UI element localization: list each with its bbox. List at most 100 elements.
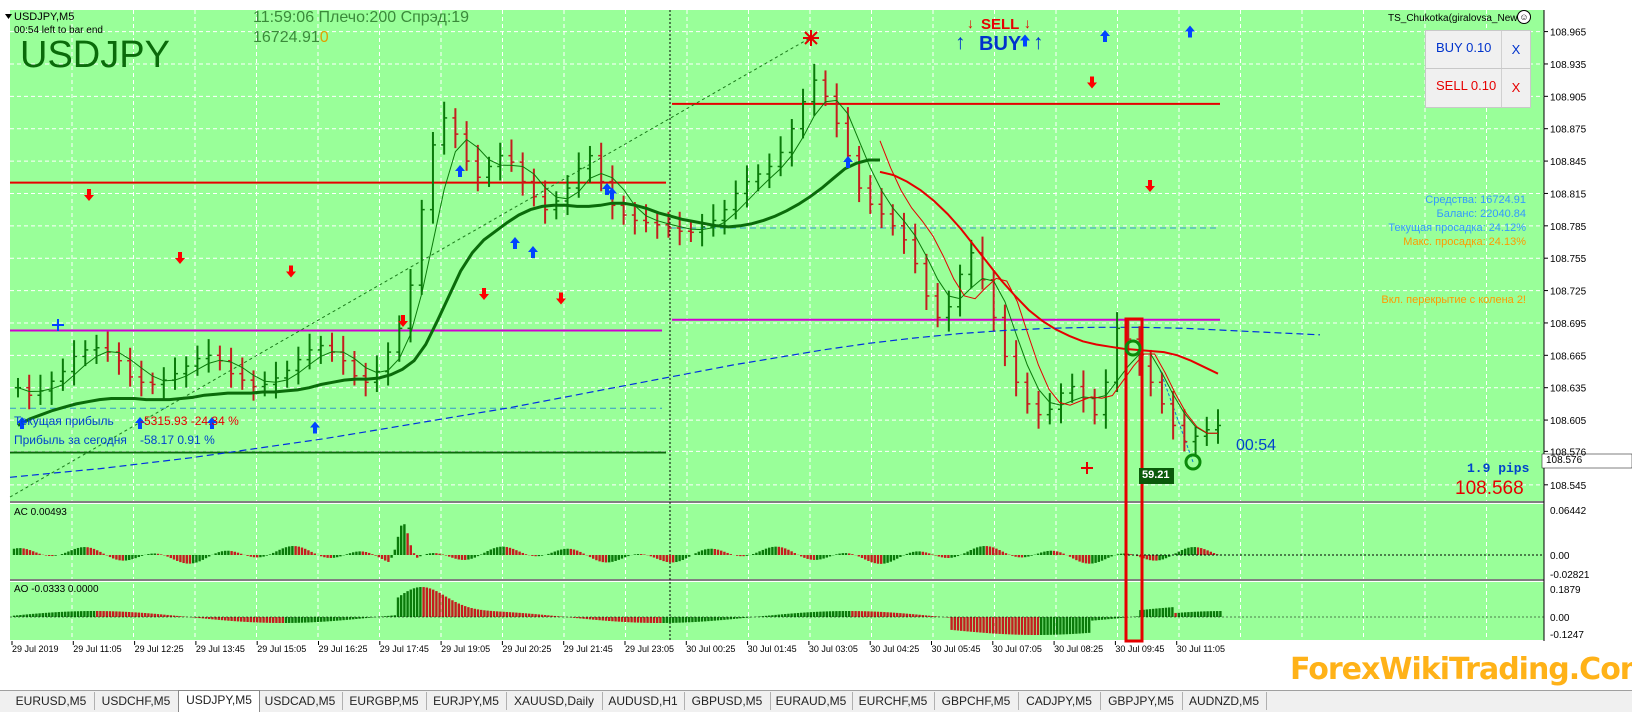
chevron-down-icon[interactable] (5, 14, 12, 19)
star-marker-icon (803, 30, 819, 46)
tab-xauusd-daily[interactable]: XAUUSD,Daily (506, 692, 603, 710)
tab-eurusd-m5[interactable]: EURUSD,M5 (8, 692, 95, 710)
symbol-tab-bar: EURUSD,M5 USDCHF,M5 USDJPY,M5 USDCAD,M5 EURG… (0, 690, 1632, 712)
price-axis-label: 108.725 (1550, 287, 1587, 298)
tab-usdchf-m5[interactable]: USDCHF,M5 (94, 692, 179, 710)
buy-arrow-icon (1020, 34, 1030, 47)
tab-gbpusd-m5[interactable]: GBPUSD,M5 (684, 692, 771, 710)
buy-arrow-icon (528, 246, 538, 258)
price-axis-label: 108.635 (1550, 384, 1587, 395)
time-axis-label: 29 Jul 12:25 (135, 644, 184, 654)
ao-indicator-area[interactable] (10, 582, 1544, 640)
tab-audusd-h1[interactable]: AUDUSD,H1 (602, 692, 685, 710)
price-axis-label: 108.665 (1550, 351, 1587, 362)
time-axis-label: 30 Jul 00:25 (686, 644, 735, 654)
big-symbol: USDJPY (20, 34, 170, 76)
expert-name: TS_Chukotka(giralovsa_New4) (1388, 13, 1527, 24)
countdown: 00:54 (1236, 437, 1277, 454)
signal-arrows (17, 25, 1195, 434)
max-drawdown-readout: Макс. просадка: 24.13% (1403, 236, 1526, 248)
tab-gbpjpy-m5[interactable]: GBPJPY,M5 (1100, 692, 1183, 710)
tab-euraud-m5[interactable]: EURAUD,M5 (770, 692, 853, 710)
tab-usdjpy-m5[interactable]: USDJPY,M5 (178, 690, 260, 712)
ac-histogram (12, 524, 1222, 564)
time-axis-label: 29 Jul 13:45 (196, 644, 245, 654)
moving-averages (9, 99, 1321, 478)
blue-ma-line (9, 326, 1321, 478)
current-profit-label: Текущая прибыль (14, 414, 114, 428)
buy-arrow-icon (17, 417, 27, 429)
time-axis-label: 30 Jul 07:05 (993, 644, 1042, 654)
trend-line (9, 37, 811, 498)
smiley-icon[interactable]: ☺ (1517, 10, 1531, 24)
price-axis-label: 108.935 (1550, 60, 1587, 71)
sell-arrow-icon (479, 288, 489, 300)
price-tag (1541, 453, 1632, 469)
info-line: 11:59:06 Плечо:200 Спрэд:19 (253, 9, 470, 26)
balance-readout: Баланс: 22040.84 (1436, 208, 1526, 220)
symbol-timeframe: USDJPY,M5 (14, 11, 75, 23)
buy-arrow-icon (510, 237, 520, 249)
buy-arrow-icon (455, 165, 465, 177)
price-axis-label: 108.785 (1550, 222, 1587, 233)
buy-button[interactable]: BUY 0.10 X (1425, 30, 1531, 70)
chart-grid (10, 10, 1544, 640)
pips-readout: 1.9 pips (1467, 461, 1530, 476)
fractal-marker-icon (52, 319, 64, 331)
today-profit-value: -58.17 0.91 % (140, 433, 215, 447)
close-buy-button[interactable]: X (1501, 31, 1530, 69)
time-axis-label: 29 Jul 15:05 (257, 644, 306, 654)
sell-arrow-icon (1087, 76, 1097, 89)
sell-button[interactable]: SELL 0.10 X (1425, 68, 1531, 108)
ao-axis-label: 0.00 (1550, 613, 1570, 624)
order-box-label: 59.21 (1142, 469, 1170, 481)
price-axis-label: 108.815 (1550, 189, 1587, 200)
ao-label: AO -0.0333 0.0000 (14, 584, 99, 595)
time-axis-label: 29 Jul 2019 (12, 644, 59, 654)
time-axis-label: 30 Jul 05:45 (932, 644, 981, 654)
overlap-readout: Вкл. перекрытие с колена 2! (1381, 294, 1526, 306)
price-bars (15, 63, 1221, 456)
time-axis-label: 30 Jul 09:45 (1115, 644, 1164, 654)
ac-indicator-area[interactable] (10, 504, 1544, 579)
sell-arrow-icon (286, 265, 296, 278)
main-chart-area[interactable] (10, 10, 1544, 501)
time-axis-label: 29 Jul 17:45 (380, 644, 429, 654)
price-chart[interactable]: 108.965 108.935 108.905 108.875 108.845 108.8… (0, 0, 1632, 690)
price-axis-label: 108.545 (1550, 481, 1587, 492)
buy-arrow-icon (207, 417, 217, 429)
buy-arrow-icon (310, 421, 320, 434)
time-axis-label: 29 Jul 11:05 (73, 644, 121, 654)
ao-axis-label: -0.1247 (1550, 630, 1584, 641)
buy-arrow-icon (135, 417, 145, 429)
ac-axis-label: 0.00 (1550, 551, 1570, 562)
ao-histogram (12, 587, 1222, 635)
close-sell-button[interactable]: X (1501, 69, 1530, 107)
time-axis-label: 30 Jul 11:05 (1177, 644, 1225, 654)
tab-usdcad-m5[interactable]: USDCAD,M5 (258, 692, 343, 710)
bar-timer: 00:54 left to bar end (14, 25, 103, 36)
buy-arrow-icon: ↑ (1033, 31, 1044, 54)
sell-arrow-icon (1145, 180, 1155, 192)
tab-eurchf-m5[interactable]: EURCHF,M5 (852, 692, 935, 710)
buy-arrow-icon: ↑ (955, 31, 966, 54)
price-axis-label: 108.695 (1550, 319, 1587, 330)
tab-eurgbp-m5[interactable]: EURGBP,M5 (342, 692, 427, 710)
buy-arrow-icon (1100, 30, 1110, 42)
sell-arrow-icon: ↓ (967, 15, 974, 31)
sell-signal-label: SELL (981, 16, 1020, 33)
drawdown-readout: Текущая просадка: 24.12% (1388, 222, 1526, 234)
time-axis-label: 30 Jul 08:25 (1054, 644, 1103, 654)
price-axis-label: 108.905 (1550, 92, 1587, 103)
order-box (1139, 468, 1174, 484)
bid-price: 108.568 (1455, 478, 1524, 499)
tab-eurjpy-m5[interactable]: EURJPY,M5 (426, 692, 507, 710)
price-axis-label: 108.576 (1550, 447, 1587, 458)
sell-arrow-icon (175, 252, 185, 264)
time-axis-label: 30 Jul 03:05 (809, 644, 858, 654)
tab-gbpchf-m5[interactable]: GBPCHF,M5 (934, 692, 1019, 710)
today-profit-label: Прибыль за сегодня (14, 433, 127, 447)
tab-audnzd-m5[interactable]: AUDNZD,M5 (1182, 692, 1267, 710)
red-fast-ma-line (879, 140, 1218, 434)
tab-cadjpy-m5[interactable]: CADJPY,M5 (1018, 692, 1101, 710)
